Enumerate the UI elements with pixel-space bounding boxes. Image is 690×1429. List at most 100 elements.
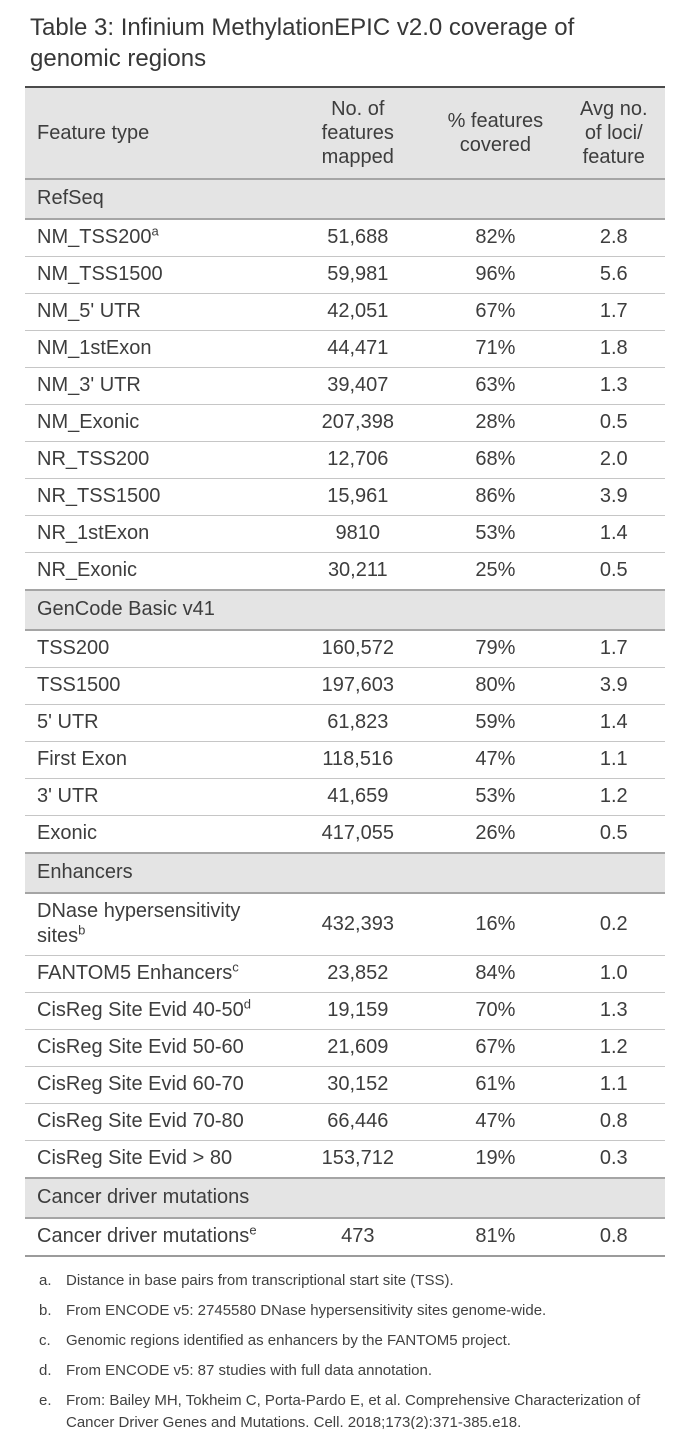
mapped-cell: 118,516	[287, 741, 429, 779]
covered-cell: 68%	[428, 441, 563, 479]
avg-cell: 1.4	[562, 515, 665, 553]
avg-cell: 1.1	[562, 741, 665, 779]
covered-cell: 63%	[428, 367, 563, 405]
feature-cell: Exonic	[25, 815, 288, 853]
footnote-text: Distance in base pairs from transcriptio…	[66, 1272, 454, 1289]
coverage-table: Feature type No. of features mapped % fe…	[25, 86, 665, 1257]
feature-cell: TSS200	[25, 629, 288, 668]
covered-cell: 61%	[428, 1066, 563, 1104]
avg-cell: 1.3	[562, 992, 665, 1030]
table-row: NR_Exonic 30,211 25% 0.5	[25, 552, 665, 590]
covered-cell: 70%	[428, 992, 563, 1030]
feature-cell: NR_TSS1500	[25, 478, 288, 516]
footnotes: a. Distance in base pairs from transcrip…	[25, 1270, 665, 1429]
col-header-avg-loci: Avg no. of loci/ feature	[580, 98, 648, 168]
feature-label: Exonic	[37, 822, 98, 844]
footnote-marker: a.	[39, 1272, 52, 1289]
feature-label: 5' UTR	[37, 711, 99, 733]
covered-cell: 16%	[428, 892, 563, 956]
footnote: a. Distance in base pairs from transcrip…	[39, 1270, 665, 1292]
mapped-cell: 59,981	[287, 256, 429, 294]
table-row: NM_5' UTR 42,051 67% 1.7	[25, 293, 665, 331]
feature-label: NM_Exonic	[37, 411, 140, 433]
covered-cell: 26%	[428, 815, 563, 853]
footnote: e. From: Bailey MH, Tokheim C, Porta-Par…	[39, 1390, 665, 1429]
table-row: TSS200 160,572 79% 1.7	[25, 629, 665, 668]
covered-cell: 47%	[428, 741, 563, 779]
table-row: NM_TSS1500 59,981 96% 5.6	[25, 256, 665, 294]
avg-cell: 3.9	[562, 478, 665, 516]
covered-cell: 81%	[428, 1217, 563, 1256]
mapped-cell: 30,152	[287, 1066, 429, 1104]
avg-cell: 0.5	[562, 404, 665, 442]
table-title: Table 3: Infinium MethylationEPIC v2.0 c…	[30, 14, 575, 72]
table-row: NR_TSS1500 15,961 86% 3.9	[25, 478, 665, 516]
table-row: DNase hypersensitivity sitesb 432,393 16…	[25, 892, 665, 956]
feature-cell: 5' UTR	[25, 704, 288, 742]
feature-cell: First Exon	[25, 741, 288, 779]
avg-cell: 1.2	[562, 1029, 665, 1067]
mapped-cell: 42,051	[287, 293, 429, 331]
avg-cell: 0.5	[562, 815, 665, 853]
feature-cell: NM_TSS1500	[25, 256, 288, 294]
feature-cell: 3' UTR	[25, 778, 288, 816]
avg-cell: 0.2	[562, 892, 665, 956]
covered-cell: 82%	[428, 218, 563, 257]
covered-cell: 28%	[428, 404, 563, 442]
covered-cell: 84%	[428, 955, 563, 993]
covered-cell: 67%	[428, 1029, 563, 1067]
mapped-cell: 39,407	[287, 367, 429, 405]
feature-label: NM_1stExon	[37, 337, 152, 359]
feature-label: CisReg Site Evid 60-70	[37, 1073, 244, 1095]
footnote-marker: c.	[39, 1332, 51, 1349]
footnote-text: Genomic regions identified as enhancers …	[66, 1332, 511, 1349]
covered-cell: 96%	[428, 256, 563, 294]
table-row: 3' UTR 41,659 53% 1.2	[25, 778, 665, 816]
mapped-cell: 197,603	[287, 667, 429, 705]
feature-cell: NM_5' UTR	[25, 293, 288, 331]
mapped-cell: 41,659	[287, 778, 429, 816]
table-row: First Exon 118,516 47% 1.1	[25, 741, 665, 779]
avg-cell: 1.3	[562, 367, 665, 405]
avg-cell: 1.2	[562, 778, 665, 816]
covered-cell: 86%	[428, 478, 563, 516]
section-label: RefSeq	[25, 178, 665, 220]
feature-cell: TSS1500	[25, 667, 288, 705]
avg-cell: 0.5	[562, 552, 665, 590]
feature-label: FANTOM5 Enhancers	[37, 962, 233, 984]
avg-cell: 1.4	[562, 704, 665, 742]
feature-label: NR_TSS200	[37, 448, 150, 470]
section-label: Enhancers	[25, 852, 665, 894]
table-row: FANTOM5 Enhancersc 23,852 84% 1.0	[25, 955, 665, 993]
feature-label: NR_Exonic	[37, 559, 138, 581]
col-header-features-covered: % features covered	[447, 110, 544, 156]
section-header-enhancers: Enhancers	[25, 852, 665, 894]
table-row: TSS1500 197,603 80% 3.9	[25, 667, 665, 705]
footnote-ref: c	[232, 959, 239, 975]
section-label: GenCode Basic v41	[25, 589, 665, 631]
avg-cell: 1.1	[562, 1066, 665, 1104]
section-header-cancer-driver: Cancer driver mutations	[25, 1177, 665, 1219]
avg-cell: 5.6	[562, 256, 665, 294]
avg-cell: 0.3	[562, 1140, 665, 1178]
feature-label: NR_1stExon	[37, 522, 150, 544]
avg-cell: 1.0	[562, 955, 665, 993]
feature-label: NM_TSS1500	[37, 263, 163, 285]
feature-cell: NM_3' UTR	[25, 367, 288, 405]
section-header-refseq: RefSeq	[25, 178, 665, 220]
covered-cell: 53%	[428, 778, 563, 816]
feature-cell: NR_TSS200	[25, 441, 288, 479]
feature-label: CisReg Site Evid 50-60	[37, 1036, 244, 1058]
mapped-cell: 23,852	[287, 955, 429, 993]
mapped-cell: 21,609	[287, 1029, 429, 1067]
feature-cell: CisReg Site Evid 50-60	[25, 1029, 288, 1067]
footnote-marker: e.	[39, 1392, 52, 1409]
feature-cell: DNase hypersensitivity sitesb	[25, 892, 288, 956]
feature-cell: CisReg Site Evid > 80	[25, 1140, 288, 1178]
footnote-marker: d.	[39, 1362, 52, 1379]
covered-cell: 71%	[428, 330, 563, 368]
feature-label: NM_5' UTR	[37, 300, 141, 322]
avg-cell: 1.7	[562, 293, 665, 331]
table-row: CisReg Site Evid 50-60 21,609 67% 1.2	[25, 1029, 665, 1067]
mapped-cell: 153,712	[287, 1140, 429, 1178]
